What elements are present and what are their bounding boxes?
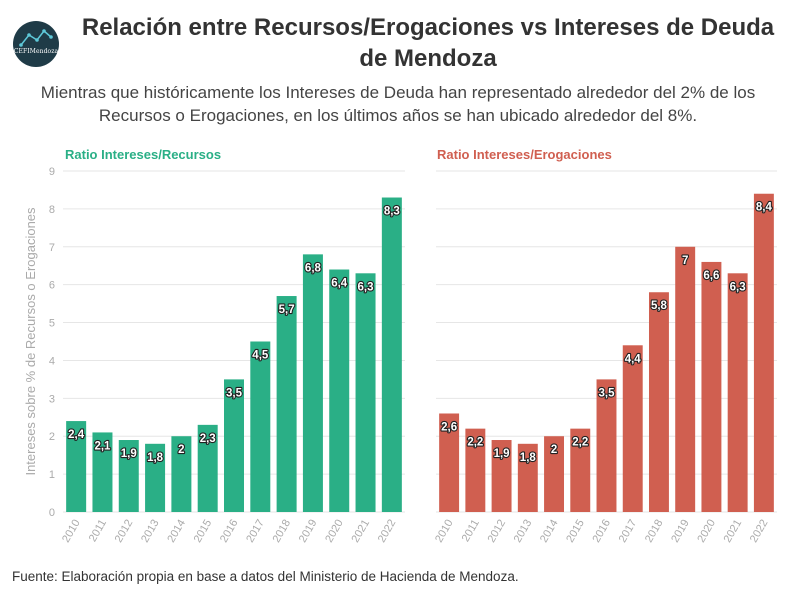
line-chart-logo-icon <box>19 29 53 47</box>
recursos-x-tick-label: 2018 <box>271 518 294 545</box>
recursos-x-tick-label: 2016 <box>218 518 241 545</box>
erogaciones-x-tick-label: 2018 <box>643 518 666 545</box>
erogaciones-bar <box>570 428 591 512</box>
erogaciones-x-tick-label: 2012 <box>486 518 509 545</box>
chart-title: Relación entre Recursos/Erogaciones vs I… <box>81 14 775 72</box>
recursos-y-tick-label: 3 <box>49 393 55 405</box>
erogaciones-x-tick-label: 2022 <box>748 518 771 545</box>
source-note: Fuente: Elaboración propia en base a dat… <box>12 569 519 584</box>
erogaciones-x-tick-label: 2016 <box>590 518 613 545</box>
recursos-bar <box>302 254 323 512</box>
erogaciones-bar <box>622 345 643 512</box>
recursos-x-tick-label: 2014 <box>165 518 188 545</box>
logo: CEFIMendoza <box>13 21 59 67</box>
recursos-x-tick-label: 2012 <box>113 518 136 545</box>
recursos-data-label: 6,3 <box>358 281 374 293</box>
erogaciones-x-tick-label: 2013 <box>512 518 535 545</box>
recursos-x-tick-label: 2019 <box>297 518 320 545</box>
erogaciones-data-label: 5,8 <box>651 300 668 312</box>
recursos-y-tick-label: 6 <box>49 280 55 292</box>
erogaciones-bar <box>544 436 565 512</box>
erogaciones-bar <box>465 428 486 512</box>
erogaciones-data-label: 1,8 <box>520 452 537 464</box>
recursos-bar <box>276 296 297 512</box>
erogaciones-x-tick-label: 2021 <box>722 518 745 545</box>
erogaciones-bar <box>675 246 696 512</box>
erogaciones-x-tick-label: 2020 <box>695 518 718 545</box>
recursos-data-label: 3,5 <box>226 387 243 399</box>
recursos-x-tick-label: 2011 <box>87 518 109 544</box>
y-axis-title: Intereses sobre % de Recursos o Erogacio… <box>23 207 38 476</box>
recursos-data-label: 1,9 <box>121 448 137 460</box>
erogaciones-x-tick-label: 2011 <box>460 518 482 544</box>
erogaciones-bar <box>701 261 722 512</box>
erogaciones-bar <box>753 193 774 512</box>
recursos-y-tick-label: 1 <box>49 469 55 481</box>
recursos-x-tick-label: 2010 <box>60 518 83 545</box>
recursos-y-tick-label: 7 <box>49 242 55 254</box>
recursos-data-label: 2 <box>178 444 184 456</box>
recursos-bar <box>355 273 376 512</box>
erogaciones-data-label: 8,4 <box>756 202 773 214</box>
recursos-bar <box>224 379 244 512</box>
recursos-bar <box>66 421 87 512</box>
recursos-x-tick-label: 2013 <box>139 518 162 545</box>
recursos-bar <box>381 197 402 512</box>
recursos-data-label: 2,3 <box>200 433 216 445</box>
erogaciones-data-label: 2,6 <box>441 421 457 433</box>
recursos-bar <box>197 424 218 512</box>
erogaciones-data-label: 2 <box>551 444 557 456</box>
erogaciones-data-label: 2,2 <box>467 437 483 449</box>
erogaciones-bar <box>491 440 512 512</box>
erogaciones-x-tick-label: 2017 <box>617 518 640 545</box>
recursos-bar <box>329 269 350 512</box>
recursos-y-tick-label: 5 <box>49 318 55 330</box>
erogaciones-data-label: 6,6 <box>703 270 719 282</box>
recursos-data-label: 6,8 <box>305 262 322 274</box>
erogaciones-bar <box>596 379 617 512</box>
erogaciones-x-tick-label: 2010 <box>433 518 456 545</box>
recursos-bar <box>171 436 192 512</box>
recursos-data-label: 1,8 <box>147 452 164 464</box>
recursos-data-label: 6,4 <box>331 278 348 290</box>
erogaciones-x-tick-label: 2015 <box>564 518 587 545</box>
erogaciones-bar <box>517 443 538 512</box>
chart-subtitle: Mientras que históricamente los Interese… <box>40 83 756 125</box>
recursos-x-tick-label: 2020 <box>323 518 346 545</box>
recursos-y-tick-label: 8 <box>49 204 55 216</box>
erogaciones-data-label: 6,3 <box>730 281 746 293</box>
recursos-x-tick-label: 2015 <box>192 518 215 545</box>
erogaciones-data-label: 7 <box>682 255 688 267</box>
recursos-data-label: 2,4 <box>68 429 85 441</box>
recursos-y-tick-label: 0 <box>49 507 55 519</box>
recursos-data-label: 4,5 <box>252 350 269 362</box>
erogaciones-bar <box>727 273 748 512</box>
recursos-x-tick-label: 2017 <box>244 518 267 545</box>
recursos-y-tick-label: 2 <box>49 431 55 443</box>
erogaciones-data-label: 1,9 <box>494 448 510 460</box>
recursos-data-label: 8,3 <box>384 206 400 218</box>
recursos-bar <box>118 440 139 512</box>
erogaciones-x-tick-label: 2014 <box>538 518 561 545</box>
erogaciones-bar <box>648 292 669 512</box>
erogaciones-data-label: 3,5 <box>599 387 616 399</box>
erogaciones-data-label: 4,4 <box>625 353 642 365</box>
erogaciones-x-tick-label: 2019 <box>669 518 692 545</box>
erogaciones-panel-title: Ratio Intereses/Erogaciones <box>437 147 612 162</box>
recursos-data-label: 2,1 <box>94 440 111 452</box>
recursos-y-tick-label: 4 <box>49 355 55 367</box>
recursos-panel-title: Ratio Intereses/Recursos <box>65 147 221 162</box>
recursos-x-tick-label: 2021 <box>350 518 373 545</box>
erogaciones-bar <box>439 413 460 512</box>
recursos-bar <box>92 432 113 512</box>
recursos-data-label: 5,7 <box>279 304 295 316</box>
recursos-x-tick-label: 2022 <box>376 518 399 545</box>
erogaciones-data-label: 2,2 <box>572 437 588 449</box>
logo-text: CEFIMendoza <box>13 48 59 55</box>
recursos-bar <box>250 341 271 512</box>
recursos-y-tick-label: 9 <box>49 166 55 178</box>
recursos-bar <box>145 443 166 512</box>
